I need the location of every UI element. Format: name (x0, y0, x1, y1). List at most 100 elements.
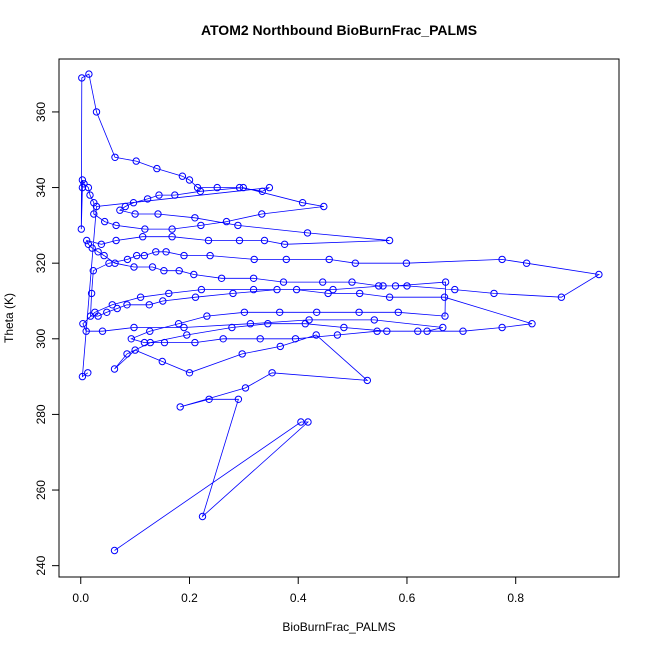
data-point (351, 259, 359, 267)
data-point (451, 285, 459, 294)
data-point (595, 270, 603, 279)
data-point (160, 338, 169, 347)
data-point (385, 236, 394, 245)
data-point (303, 229, 312, 237)
data-point (84, 240, 93, 249)
data-point (82, 327, 90, 335)
data-point (130, 323, 138, 332)
data-point (180, 323, 188, 332)
data-point (324, 289, 332, 298)
data-point (325, 255, 333, 264)
data-point (258, 187, 266, 196)
data-point (178, 172, 187, 180)
data-point (139, 233, 147, 241)
data-point (180, 251, 188, 260)
data-point (78, 372, 87, 381)
data-point (94, 248, 102, 256)
data-point (88, 244, 96, 252)
data-point (136, 293, 145, 301)
data-point (414, 327, 422, 335)
data-point (260, 236, 269, 245)
data-point (391, 282, 400, 290)
data-point (129, 199, 138, 207)
data-point (168, 233, 176, 241)
data-point (441, 278, 450, 286)
data-point (340, 323, 348, 332)
data-point (249, 285, 258, 294)
data-point (116, 206, 124, 214)
data-point (110, 546, 119, 555)
data-point (305, 316, 313, 324)
data-point (130, 263, 138, 271)
chart-title: ATOM2 Northbound BioBurnFrac_PALMS (201, 22, 477, 38)
data-point (154, 210, 162, 218)
data-point (145, 301, 154, 309)
data-point (110, 365, 119, 373)
data-point (441, 312, 449, 320)
x-axis-label: BioBurnFrac_PALMS (282, 620, 395, 634)
x-tick-label: 0.8 (507, 591, 524, 605)
data-point (92, 108, 101, 116)
data-point (206, 251, 214, 260)
data-point (319, 278, 327, 286)
data-point (304, 418, 312, 426)
y-tick-label: 360 (34, 102, 48, 122)
data-point (370, 316, 378, 324)
data-point (113, 304, 121, 313)
data-point (100, 251, 108, 260)
data-point (148, 263, 157, 271)
data-point (158, 357, 167, 366)
data-point (146, 327, 154, 335)
data-point (171, 191, 179, 199)
data-point (280, 240, 289, 249)
data-point (77, 225, 86, 233)
data-point (298, 199, 307, 207)
data-point (162, 248, 170, 256)
data-point (78, 74, 86, 82)
y-tick-label: 300 (34, 328, 48, 348)
data-point (80, 180, 88, 188)
data-point (292, 285, 301, 294)
data-point (440, 293, 449, 301)
x-tick-label: 0.0 (72, 591, 89, 605)
data-point (249, 274, 258, 282)
data-point (264, 320, 272, 328)
data-point (185, 369, 194, 377)
data-point (239, 183, 248, 192)
data-point (498, 323, 506, 332)
data-point (355, 308, 363, 316)
data-point (241, 384, 250, 392)
data-point (256, 335, 264, 343)
data-point (265, 183, 274, 192)
data-point (234, 395, 243, 403)
data-point (273, 285, 281, 294)
data-point (86, 191, 94, 199)
data-point (228, 323, 236, 332)
data-point (375, 282, 383, 290)
data-point (222, 217, 231, 226)
y-tick-label: 240 (34, 555, 48, 575)
data-point (132, 157, 140, 165)
data-point (168, 225, 176, 233)
data-point (175, 267, 183, 275)
plot-frame (58, 58, 620, 578)
data-point (84, 369, 92, 377)
data-point (83, 236, 91, 245)
data-point (191, 338, 199, 347)
data-point (111, 153, 119, 162)
data-point (313, 308, 321, 316)
data-point (153, 164, 161, 173)
data-point (219, 335, 227, 343)
data-point (203, 312, 211, 320)
data-point (159, 297, 167, 305)
data-point (385, 293, 394, 301)
data-point (268, 369, 276, 377)
data-point (121, 202, 130, 211)
x-axis: 0.0 0.2 0.4 0.6 0.8 (72, 576, 524, 605)
data-point (193, 183, 202, 192)
data-point (356, 289, 364, 298)
data-point (191, 293, 200, 301)
x-tick-label: 0.6 (399, 591, 416, 605)
data-point (291, 335, 300, 343)
